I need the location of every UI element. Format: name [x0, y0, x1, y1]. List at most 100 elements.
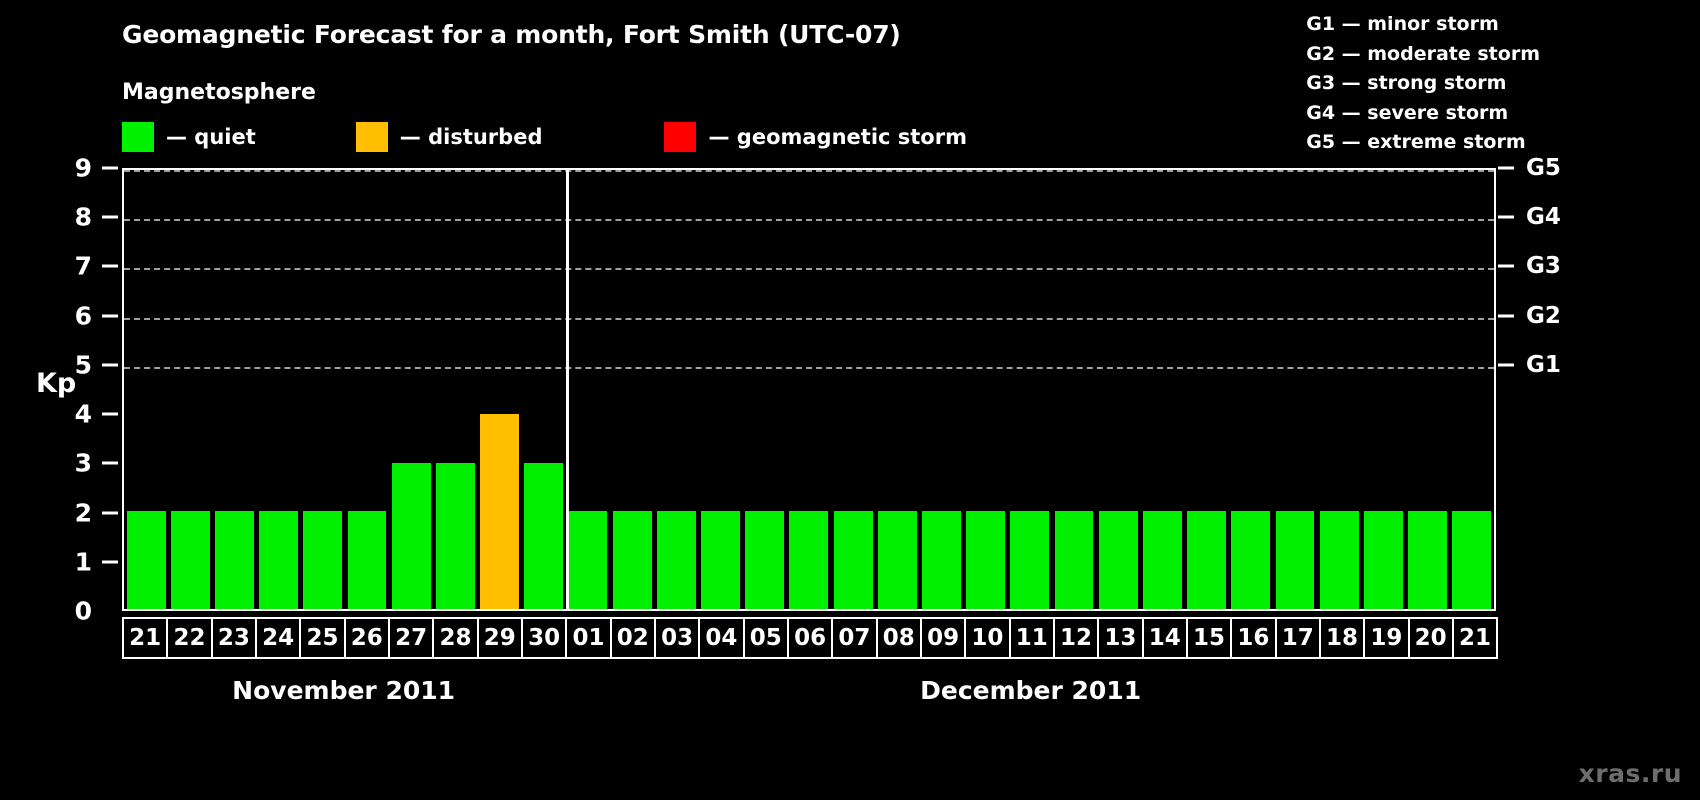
- bar-cell: [875, 170, 919, 609]
- bar: [1319, 511, 1359, 609]
- month-label: November 2011: [232, 676, 456, 705]
- legend-label-storm: — geomagnetic storm: [708, 125, 967, 149]
- date-label: 18: [1318, 617, 1366, 659]
- g-scale-tick-label: G3: [1526, 253, 1561, 280]
- bar-cell: [831, 170, 875, 609]
- y-axis-tick-label: 4: [74, 399, 92, 429]
- g-scale-tick: [1498, 215, 1514, 219]
- bar: [877, 511, 917, 609]
- date-label: 21: [1451, 617, 1499, 659]
- date-label: 04: [698, 617, 745, 659]
- date-label: 17: [1274, 617, 1321, 659]
- storm-scale-legend: G1 — minor storm G2 — moderate storm G3 …: [1306, 10, 1540, 158]
- bar-cell: [743, 170, 787, 609]
- bar-cell: [257, 170, 301, 609]
- bar: [568, 511, 608, 609]
- date-label: 20: [1407, 617, 1454, 659]
- gridline: [124, 268, 1494, 271]
- legend-label-quiet: — quiet: [166, 125, 256, 149]
- date-label: 06: [786, 617, 834, 659]
- y-axis-tick: [102, 264, 118, 268]
- bar-cell: [1185, 170, 1229, 609]
- date-label: 10: [964, 617, 1011, 659]
- bar-cell: [698, 170, 742, 609]
- bar-cell: [522, 170, 566, 609]
- bar: [480, 413, 520, 609]
- bar-cell: [1273, 170, 1317, 609]
- chart-plot-area: [122, 168, 1496, 611]
- date-label: 27: [387, 617, 435, 659]
- bar: [126, 511, 166, 609]
- bar: [347, 511, 387, 609]
- bar-cell: [1450, 170, 1494, 609]
- date-label: 12: [1052, 617, 1100, 659]
- bar: [1010, 511, 1050, 609]
- date-label: 02: [609, 617, 656, 659]
- y-axis-tick: [102, 166, 118, 170]
- bar: [701, 511, 740, 609]
- y-axis-tick-label: 8: [74, 202, 92, 232]
- bar: [170, 511, 210, 609]
- bar-cell: [654, 170, 698, 609]
- date-label: 03: [653, 617, 701, 659]
- storm-scale-line: G2 — moderate storm: [1306, 42, 1540, 65]
- storm-scale-line: G5 — extreme storm: [1306, 131, 1526, 153]
- y-axis-tick-label: 6: [74, 301, 92, 331]
- bar-cell: [919, 170, 963, 609]
- y-axis-tick-label: 3: [74, 448, 92, 478]
- bar-cell: [1096, 170, 1140, 609]
- bar: [303, 511, 343, 609]
- month-labels: November 2011 December 2011: [122, 676, 1496, 716]
- legend-swatch-storm: [664, 122, 697, 152]
- bar: [1275, 511, 1315, 609]
- g-scale-axis: G1 G2 G3 G4 G5: [1498, 155, 1618, 611]
- y-axis-tick: [102, 412, 118, 416]
- bar: [833, 511, 873, 609]
- legend-item-disturbed: — disturbed: [355, 122, 543, 152]
- y-axis-title: Kp: [36, 368, 77, 399]
- bar: [1054, 511, 1094, 609]
- y-axis-tick: [102, 560, 118, 564]
- bar-cell: [168, 170, 212, 609]
- bar-cell: [610, 170, 654, 609]
- gridline: [124, 366, 1494, 369]
- bar: [1231, 511, 1271, 609]
- g-scale-tick-label: G1: [1526, 351, 1561, 378]
- legend-swatch-disturbed: [355, 122, 388, 152]
- bar-cell: [1317, 170, 1361, 609]
- bar: [1098, 511, 1138, 609]
- date-label: 14: [1141, 617, 1188, 659]
- date-label: 29: [476, 617, 523, 659]
- y-axis-tick-label: 7: [74, 251, 92, 281]
- bar: [1408, 511, 1447, 609]
- y-axis-tick-label: 1: [74, 547, 92, 577]
- bar-cell: [566, 170, 610, 609]
- g-scale-tick: [1498, 166, 1514, 170]
- chart-subtitle: Magnetosphere: [122, 80, 316, 105]
- date-label: 01: [565, 617, 612, 659]
- legend-label-disturbed: — disturbed: [399, 125, 543, 149]
- month-label: December 2011: [920, 676, 1142, 705]
- bar-cell: [1052, 170, 1096, 609]
- watermark: xras.ru: [1578, 759, 1682, 788]
- date-label: 11: [1008, 617, 1055, 659]
- g-scale-tick-label: G5: [1526, 155, 1561, 181]
- bar: [259, 511, 299, 609]
- y-axis-tick-label: 5: [74, 350, 92, 380]
- storm-scale-line: G3 — strong storm: [1306, 72, 1507, 94]
- legend-item-storm: — geomagnetic storm: [664, 122, 967, 152]
- y-axis-tick-label: 2: [74, 498, 92, 528]
- date-label: 05: [742, 617, 789, 659]
- bar-cell: [124, 170, 168, 609]
- gridline: [124, 219, 1494, 222]
- bar-cell: [389, 170, 433, 609]
- y-axis-tick: [102, 363, 118, 367]
- bar: [922, 511, 961, 609]
- bar: [391, 462, 431, 609]
- bar-cell: [1008, 170, 1052, 609]
- bar: [966, 511, 1006, 609]
- month-divider: [565, 170, 569, 609]
- bar-cell: [1361, 170, 1405, 609]
- legend-swatch-quiet: [122, 122, 154, 152]
- bar: [215, 511, 254, 609]
